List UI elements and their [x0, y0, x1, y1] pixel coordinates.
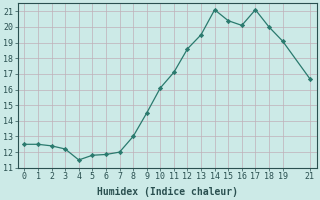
X-axis label: Humidex (Indice chaleur): Humidex (Indice chaleur) — [97, 186, 237, 197]
